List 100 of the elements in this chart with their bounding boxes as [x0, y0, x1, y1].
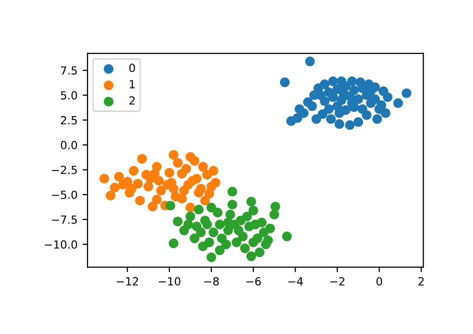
point: [248, 237, 258, 248]
point: [188, 176, 198, 186]
point: [179, 186, 189, 196]
point: [227, 200, 238, 210]
point: [320, 79, 330, 90]
point: [316, 90, 326, 100]
point: [324, 87, 334, 98]
point: [185, 212, 196, 222]
point: [168, 238, 178, 248]
point: [126, 184, 136, 194]
legend-label: 2: [129, 96, 135, 104]
point: [150, 168, 160, 179]
point: [118, 180, 128, 190]
point: [137, 154, 147, 164]
point: [183, 220, 194, 230]
point: [135, 196, 145, 206]
point: [326, 114, 336, 124]
point: [223, 218, 233, 228]
point: [345, 120, 355, 130]
point: [280, 77, 290, 88]
point: [334, 119, 344, 129]
y-tick-label: −2.5: [52, 166, 77, 174]
point: [196, 228, 206, 238]
point: [214, 245, 225, 256]
point: [382, 92, 393, 102]
point: [133, 178, 143, 189]
point: [242, 212, 252, 222]
point: [282, 232, 292, 242]
y-tick-label: 2.5: [60, 116, 77, 124]
point: [99, 174, 110, 184]
point: [372, 114, 382, 124]
point: [349, 85, 359, 96]
x-tick-label: −4: [288, 277, 303, 286]
point: [198, 162, 208, 172]
y-tick-label: 7.5: [61, 66, 77, 75]
point: [324, 104, 334, 114]
point: [196, 184, 206, 194]
point: [206, 252, 216, 262]
point: [156, 186, 166, 196]
point: [227, 186, 238, 196]
x-tick-label: −6: [246, 277, 261, 286]
point: [221, 239, 231, 250]
point: [200, 216, 210, 226]
point: [152, 194, 162, 204]
x-tick-label: 0: [376, 277, 382, 286]
point: [328, 76, 338, 86]
point: [144, 182, 154, 192]
x-tick-label: 2: [418, 277, 424, 286]
point: [353, 117, 364, 127]
point: [204, 188, 214, 198]
x-tick-label: −12: [116, 277, 138, 286]
point: [292, 113, 302, 123]
x-tick-label: −10: [158, 277, 180, 286]
point: [393, 98, 404, 108]
point: [164, 168, 174, 178]
point: [208, 166, 218, 176]
point: [172, 216, 183, 226]
point: [214, 220, 225, 230]
point: [225, 210, 236, 220]
point: [166, 200, 176, 210]
point: [246, 196, 256, 206]
legend-label: 0: [129, 64, 135, 72]
point: [128, 166, 139, 176]
y-tick-label: 0.0: [60, 140, 78, 150]
point: [370, 94, 380, 104]
point: [177, 168, 187, 179]
point: [338, 88, 348, 98]
point: [232, 237, 242, 248]
point: [194, 204, 204, 214]
point: [172, 158, 183, 168]
point: [168, 150, 178, 160]
point: [106, 190, 116, 200]
point: [294, 104, 304, 114]
x-tick-label: −2: [330, 277, 344, 286]
point: [334, 108, 344, 118]
point: [402, 88, 412, 98]
y-tick-label: −5.0: [52, 190, 78, 199]
point: [170, 192, 181, 202]
point: [114, 172, 124, 182]
point: [185, 152, 196, 162]
point: [210, 178, 220, 188]
point: [190, 234, 200, 244]
point: [148, 202, 158, 212]
point: [212, 208, 222, 218]
point: [263, 235, 273, 246]
point: [311, 114, 322, 124]
point: [208, 228, 218, 238]
point: [307, 101, 317, 111]
point: [238, 232, 248, 242]
point: [206, 202, 216, 212]
point: [110, 182, 120, 193]
point: [248, 206, 258, 216]
point: [270, 202, 280, 212]
point: [358, 104, 368, 114]
y-tick-label: 5.0: [60, 91, 78, 100]
point: [305, 56, 315, 66]
point: [250, 220, 260, 230]
point: [200, 196, 210, 206]
point: [185, 202, 196, 212]
point: [258, 228, 269, 238]
